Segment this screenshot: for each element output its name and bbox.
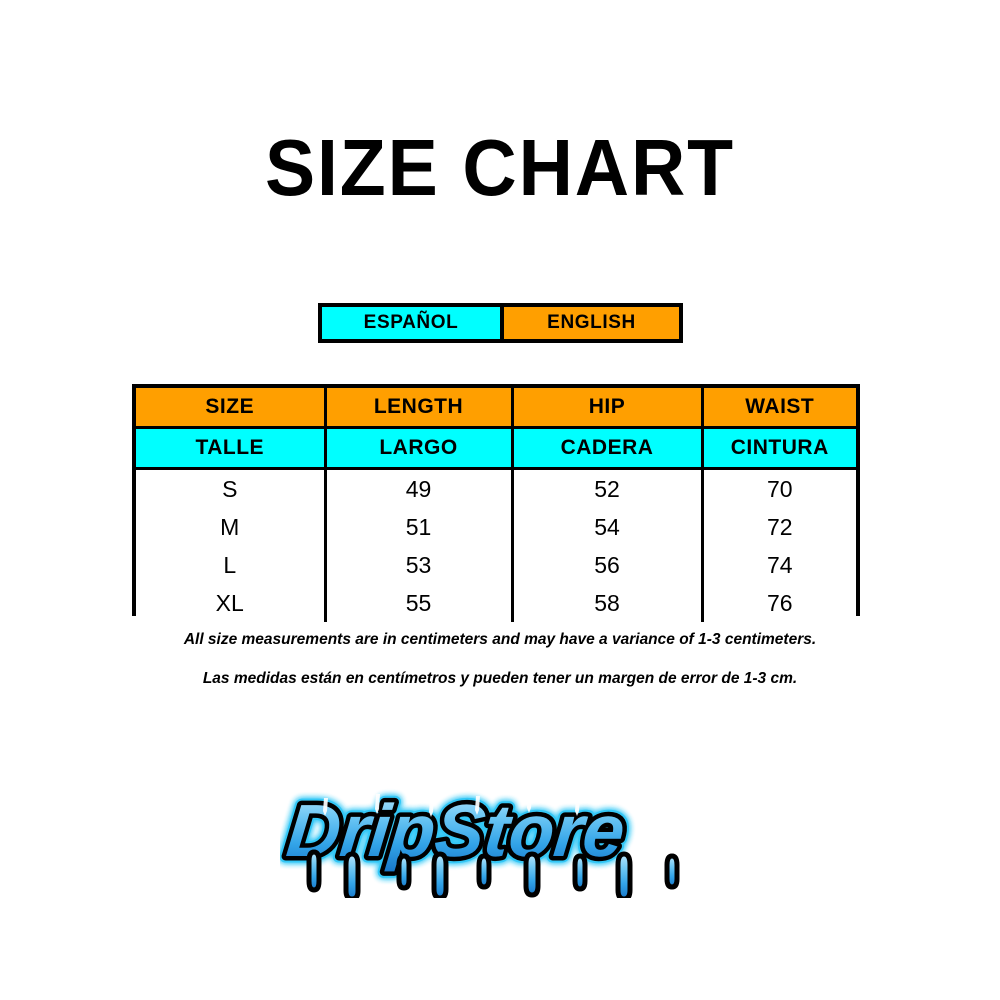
- cell-length: 49: [323, 468, 512, 508]
- header-cell-hip: HIP: [510, 388, 702, 429]
- table-header-row-spanish: TALLE LARGO CADERA CINTURA: [136, 427, 856, 470]
- cell-length: 51: [323, 508, 512, 546]
- header-cell-talle: TALLE: [136, 427, 325, 470]
- cell-size: XL: [136, 584, 325, 622]
- cell-hip: 54: [510, 508, 702, 546]
- note-english: All size measurements are in centimeters…: [183, 631, 817, 648]
- cell-hip: 58: [510, 584, 702, 622]
- cell-hip: 52: [510, 468, 702, 508]
- language-toggle[interactable]: ESPAÑOL ENGLISH: [318, 303, 683, 343]
- header-cell-cintura: CINTURA: [700, 427, 856, 470]
- header-cell-waist: WAIST: [700, 388, 856, 429]
- cell-waist: 74: [700, 546, 856, 584]
- page-title: SIZE CHART: [265, 123, 735, 212]
- cell-waist: 72: [700, 508, 856, 546]
- table-header-row-english: SIZE LENGTH HIP WAIST: [136, 388, 856, 429]
- language-tab-spanish[interactable]: ESPAÑOL: [322, 307, 500, 339]
- size-table: SIZE LENGTH HIP WAIST TALLE LARGO CADERA…: [136, 388, 856, 622]
- cell-size: M: [136, 508, 325, 546]
- cell-hip: 56: [510, 546, 702, 584]
- table-row: M 51 54 72: [136, 508, 856, 546]
- cell-waist: 76: [700, 584, 856, 622]
- header-cell-length: LENGTH: [323, 388, 512, 429]
- header-cell-cadera: CADERA: [510, 427, 702, 470]
- note-spanish: Las medidas están en centímetros y puede…: [202, 670, 798, 687]
- cell-length: 53: [323, 546, 512, 584]
- table-row: XL 55 58 76: [136, 584, 856, 622]
- cell-waist: 70: [700, 468, 856, 508]
- language-toggle-divider: [500, 307, 504, 339]
- table-row: S 49 52 70: [136, 468, 856, 508]
- cell-size: S: [136, 468, 325, 508]
- cell-length: 55: [323, 584, 512, 622]
- cell-size: L: [136, 546, 325, 584]
- size-table-container: SIZE LENGTH HIP WAIST TALLE LARGO CADERA…: [132, 384, 860, 622]
- brand-logo: DripStore DripStore DripStore: [280, 768, 720, 898]
- header-cell-size: SIZE: [136, 388, 325, 429]
- logo-highlights: [323, 792, 684, 817]
- language-tab-english[interactable]: ENGLISH: [504, 307, 679, 339]
- logo-drips: [306, 849, 680, 898]
- svg-text:DripStore: DripStore: [283, 789, 629, 872]
- header-cell-largo: LARGO: [323, 427, 512, 470]
- table-row: L 53 56 74: [136, 546, 856, 584]
